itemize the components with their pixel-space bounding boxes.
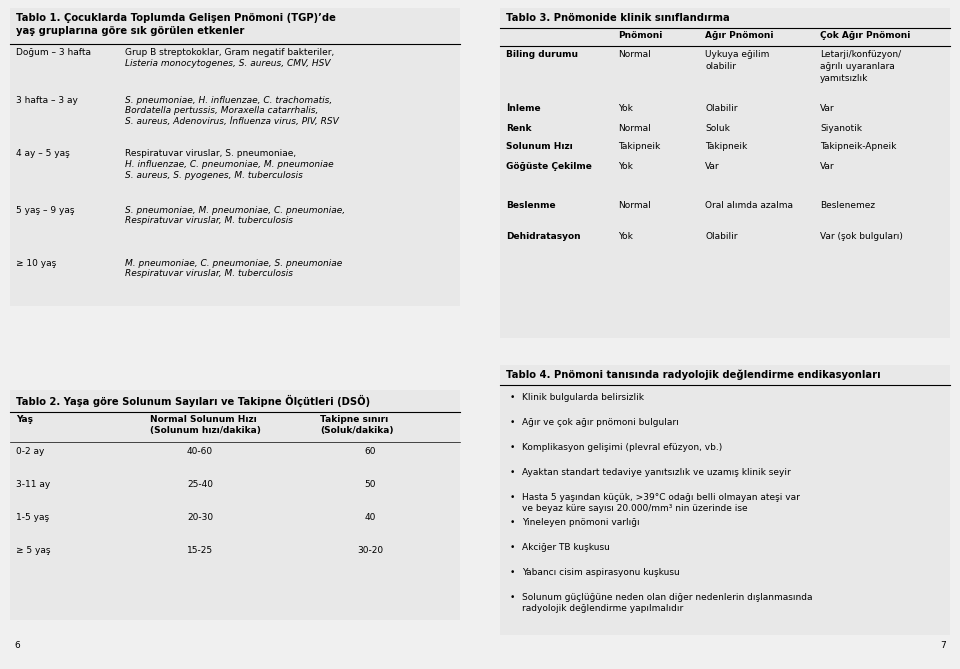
Text: Beslenme: Beslenme	[506, 201, 556, 210]
Text: 40: 40	[364, 513, 375, 522]
Text: Olabilir: Olabilir	[705, 104, 737, 113]
Text: 6: 6	[14, 641, 20, 650]
Text: Ayaktan standart tedaviye yanıtsızlık ve uzamış klinik seyir: Ayaktan standart tedaviye yanıtsızlık ve…	[522, 468, 791, 477]
Text: Doğum – 3 hafta: Doğum – 3 hafta	[16, 48, 91, 57]
Text: ≥ 10 yaş: ≥ 10 yaş	[16, 259, 57, 268]
Text: yaş gruplarına göre sık görülen etkenler: yaş gruplarına göre sık görülen etkenler	[16, 26, 245, 36]
Text: Yok: Yok	[618, 232, 633, 241]
Text: Letarji/konfüzyon/
ağrılı uyaranlara
yamıtsızlık: Letarji/konfüzyon/ ağrılı uyaranlara yam…	[820, 50, 901, 82]
Text: Yineleyen pnömoni varlığı: Yineleyen pnömoni varlığı	[522, 518, 639, 527]
Text: 4 ay – 5 yaş: 4 ay – 5 yaş	[16, 149, 70, 158]
Text: ≥ 5 yaş: ≥ 5 yaş	[16, 546, 51, 555]
Text: Renk: Renk	[506, 124, 532, 133]
Text: Grup B streptokoklar, Gram negatif bakteriler,: Grup B streptokoklar, Gram negatif bakte…	[125, 48, 334, 57]
Text: Normal: Normal	[618, 201, 651, 210]
Text: Var: Var	[705, 162, 720, 171]
Text: Yaş: Yaş	[16, 415, 33, 424]
Text: Tablo 1. Çocuklarda Toplumda Gelişen Pnömoni (TGP)’de: Tablo 1. Çocuklarda Toplumda Gelişen Pnö…	[16, 13, 336, 23]
Text: 30-20: 30-20	[357, 546, 383, 555]
Text: Uykuya eğilim
olabilir: Uykuya eğilim olabilir	[705, 50, 769, 71]
Text: 40-60: 40-60	[187, 447, 213, 456]
Text: S. aureus, S. pyogenes, M. tuberculosis: S. aureus, S. pyogenes, M. tuberculosis	[125, 171, 302, 180]
Text: Var (şok bulguları): Var (şok bulguları)	[820, 232, 902, 241]
Text: Dehidratasyon: Dehidratasyon	[506, 232, 581, 241]
Text: Var: Var	[820, 104, 834, 113]
Text: Takipneik: Takipneik	[705, 142, 747, 151]
Text: Yok: Yok	[618, 104, 633, 113]
Text: 50: 50	[364, 480, 375, 489]
Text: S. pneumoniae, H. influenzae, C. trachomatis,
Bordatella pertussis, Moraxella ca: S. pneumoniae, H. influenzae, C. trachom…	[125, 96, 339, 126]
Text: Normal Solunum Hızı: Normal Solunum Hızı	[150, 415, 256, 424]
Text: Biling durumu: Biling durumu	[506, 50, 578, 59]
Text: •: •	[510, 568, 516, 577]
Text: 3-11 ay: 3-11 ay	[16, 480, 50, 489]
Text: Takipneik-Apneik: Takipneik-Apneik	[820, 142, 897, 151]
Text: •: •	[510, 418, 516, 427]
Text: •: •	[510, 543, 516, 552]
Text: •: •	[510, 493, 516, 502]
Text: 7: 7	[940, 641, 946, 650]
Text: Yok: Yok	[618, 162, 633, 171]
Text: Var: Var	[820, 162, 834, 171]
Text: 60: 60	[364, 447, 375, 456]
Bar	[10, 390, 460, 620]
Text: M. pneumoniae, C. pneumoniae, S. pneumoniae
Respiratuvar viruslar, M. tuberculos: M. pneumoniae, C. pneumoniae, S. pneumon…	[125, 259, 343, 278]
Text: Tablo 3. Pnömonide klinik sınıflandırma: Tablo 3. Pnömonide klinik sınıflandırma	[506, 13, 730, 23]
Text: •: •	[510, 393, 516, 402]
Text: Komplikasyon gelişimi (plevral efüzyon, vb.): Komplikasyon gelişimi (plevral efüzyon, …	[522, 443, 722, 452]
Text: İnleme: İnleme	[506, 104, 540, 113]
Text: Tablo 2. Yaşa göre Solunum Sayıları ve Takipne Ölçütleri (DSÖ): Tablo 2. Yaşa göre Solunum Sayıları ve T…	[16, 395, 371, 407]
Text: (Soluk/dakika): (Soluk/dakika)	[320, 426, 394, 435]
Text: Solunum güçlüğüne neden olan diğer nedenlerin dışlanmasında
radyolojik değlendir: Solunum güçlüğüne neden olan diğer neden…	[522, 593, 812, 613]
Text: •: •	[510, 443, 516, 452]
Text: Çok Ağır Pnömoni: Çok Ağır Pnömoni	[820, 31, 910, 40]
Text: •: •	[510, 468, 516, 477]
Text: 20-30: 20-30	[187, 513, 213, 522]
Text: Hasta 5 yaşından küçük, >39°C odağı belli olmayan ateşi var
ve beyaz küre sayısı: Hasta 5 yaşından küçük, >39°C odağı bell…	[522, 493, 800, 513]
Text: •: •	[510, 518, 516, 527]
Text: Klinik bulgularda belirsizlik: Klinik bulgularda belirsizlik	[522, 393, 644, 402]
Text: 5 yaş – 9 yaş: 5 yaş – 9 yaş	[16, 206, 75, 215]
Text: Ağır ve çok ağır pnömoni bulguları: Ağır ve çok ağır pnömoni bulguları	[522, 418, 679, 427]
Text: Takipne sınırı: Takipne sınırı	[320, 415, 388, 424]
Text: Respiratuvar viruslar, S. pneumoniae,: Respiratuvar viruslar, S. pneumoniae,	[125, 149, 296, 158]
Bar	[500, 365, 950, 635]
Text: 25-40: 25-40	[187, 480, 213, 489]
Text: Beslenemez: Beslenemez	[820, 201, 876, 210]
Text: Soluk: Soluk	[705, 124, 730, 133]
Text: Normal: Normal	[618, 124, 651, 133]
Text: 1-5 yaş: 1-5 yaş	[16, 513, 49, 522]
Text: Tablo 4. Pnömoni tanısında radyolojik değlendirme endikasyonları: Tablo 4. Pnömoni tanısında radyolojik de…	[506, 370, 880, 381]
Text: Listeria monocytogenes, S. aureus, CMV, HSV: Listeria monocytogenes, S. aureus, CMV, …	[125, 59, 330, 68]
Text: Siyanotik: Siyanotik	[820, 124, 862, 133]
Bar	[10, 8, 460, 306]
Text: Yabancı cisim aspirasyonu kuşkusu: Yabancı cisim aspirasyonu kuşkusu	[522, 568, 680, 577]
Text: Ağır Pnömoni: Ağır Pnömoni	[705, 31, 774, 40]
Text: 15-25: 15-25	[187, 546, 213, 555]
Text: (Solunum hızı/dakika): (Solunum hızı/dakika)	[150, 426, 261, 435]
Text: 3 hafta – 3 ay: 3 hafta – 3 ay	[16, 96, 78, 105]
Text: Normal: Normal	[618, 50, 651, 59]
Text: •: •	[510, 593, 516, 602]
Text: Akciğer TB kuşkusu: Akciğer TB kuşkusu	[522, 543, 610, 552]
Text: Takipneik: Takipneik	[618, 142, 660, 151]
Text: Pnömoni: Pnömoni	[618, 31, 662, 40]
Text: Solunum Hızı: Solunum Hızı	[506, 142, 573, 151]
Text: Olabilir: Olabilir	[705, 232, 737, 241]
Text: S. pneumoniae, M. pneumoniae, C. pneumoniae,
Respiratuvar viruslar, M. tuberculo: S. pneumoniae, M. pneumoniae, C. pneumon…	[125, 206, 346, 225]
Text: H. influenzae, C. pneumoniae, M. pneumoniae: H. influenzae, C. pneumoniae, M. pneumon…	[125, 160, 334, 169]
Text: 0-2 ay: 0-2 ay	[16, 447, 44, 456]
Text: Göğüste Çekilme: Göğüste Çekilme	[506, 162, 592, 171]
Bar	[500, 8, 950, 338]
Text: Oral alımda azalma: Oral alımda azalma	[705, 201, 793, 210]
